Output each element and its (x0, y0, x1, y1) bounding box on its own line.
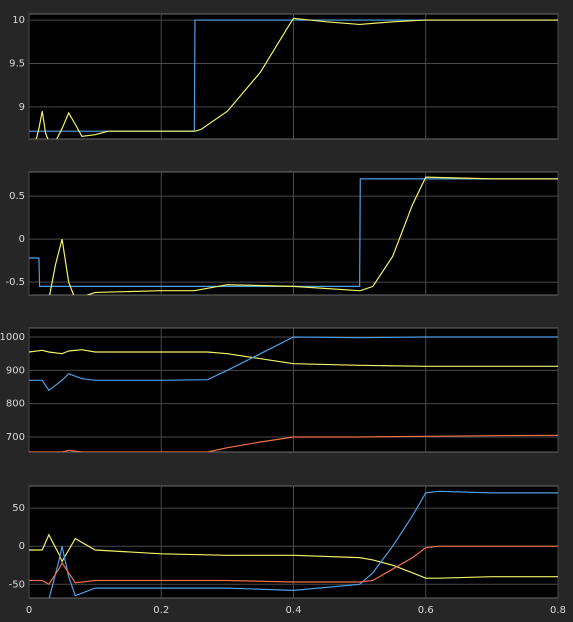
y-tick-label: -0.5 (5, 277, 25, 288)
y-tick-label: 0 (19, 234, 25, 245)
signal-line (29, 336, 558, 392)
y-tick-label: 0 (19, 541, 25, 552)
signal-line (35, 17, 558, 139)
series-group (29, 490, 558, 598)
signal-line (29, 545, 558, 586)
y-tick-label: 900 (6, 365, 25, 376)
y-tick-label: 10 (12, 15, 25, 26)
y-tick-label: 800 (6, 399, 25, 410)
series-group (29, 176, 558, 295)
signal-line (49, 176, 558, 295)
signal-line (29, 349, 558, 367)
signal-line (48, 490, 558, 598)
y-tick-label: 50 (12, 503, 25, 514)
y-tick-label: 0.5 (9, 191, 25, 202)
series-group (29, 17, 558, 139)
x-tick-label: 0.8 (550, 605, 566, 616)
y-tick-label: 9 (19, 102, 25, 113)
x-tick-label: 0.6 (418, 605, 434, 616)
y-tick-label: -50 (9, 579, 25, 590)
x-tick-label: 0 (26, 605, 32, 616)
signal-line (29, 434, 558, 452)
x-tick-label: 0.2 (153, 605, 169, 616)
x-tick-label: 0.4 (286, 605, 302, 616)
signal-line (29, 533, 558, 579)
y-tick-label: 1000 (0, 332, 25, 343)
y-tick-label: 9.5 (9, 58, 25, 69)
series-group (29, 336, 558, 452)
y-tick-label: 700 (6, 432, 25, 443)
